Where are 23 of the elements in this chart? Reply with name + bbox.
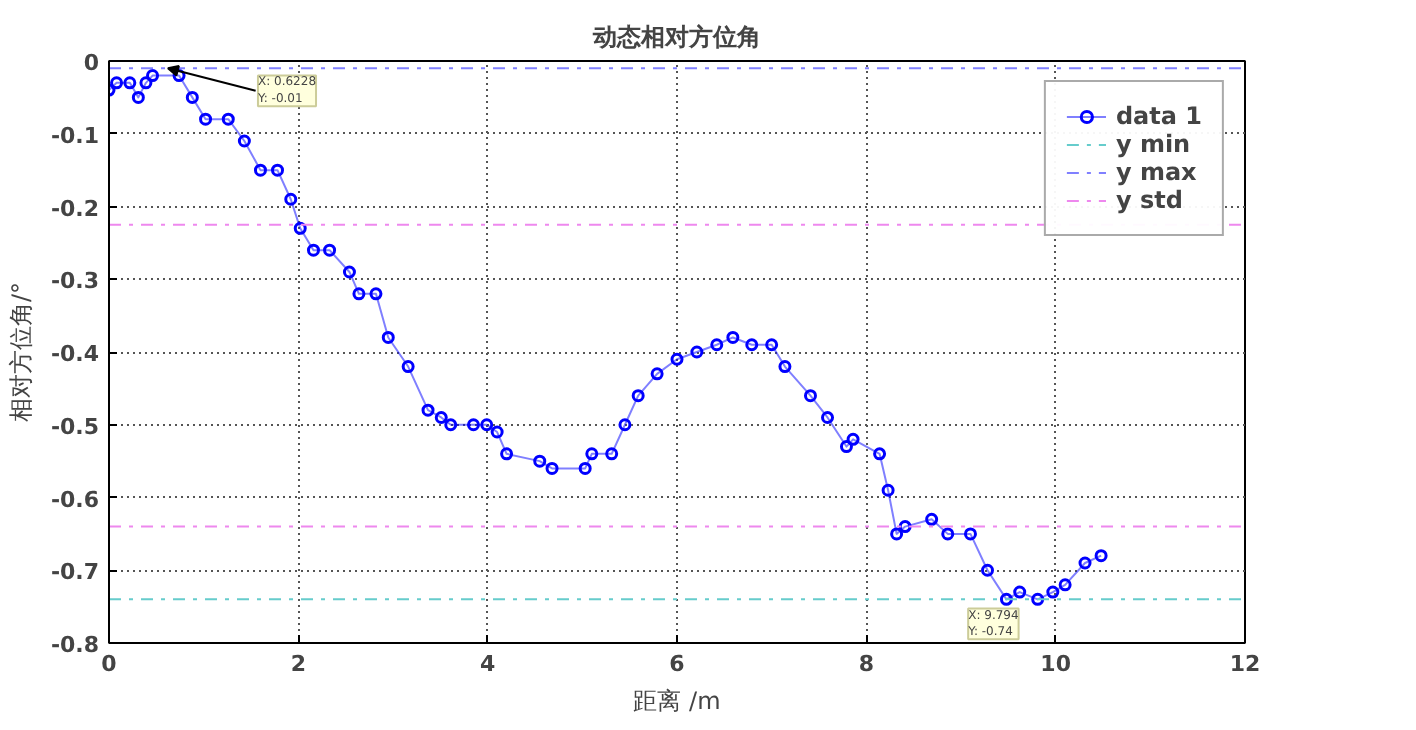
y-tick-label: -0.7 — [50, 559, 100, 586]
y-tick-label: -0.8 — [50, 632, 100, 658]
legend-label: y min — [1115, 130, 1191, 158]
y-tick-label: -0.5 — [50, 413, 100, 440]
legend-label: y std — [1115, 186, 1183, 214]
x-tick-label: 10 — [1040, 651, 1072, 677]
y-tick-label: -0.4 — [50, 341, 100, 367]
x-tick-label: 0 — [101, 651, 118, 677]
y-tick-label: -0.2 — [50, 195, 100, 222]
x-tick-label: 4 — [480, 651, 497, 677]
x-axis-title: 距离 /m — [633, 687, 721, 715]
x-tick-label: 2 — [290, 651, 306, 677]
chart-title: 动态相对方位角 — [591, 23, 761, 51]
legend-label: y max — [1115, 158, 1197, 186]
y-tick-label: -0.6 — [50, 486, 100, 513]
y-tick-label: -0.1 — [50, 122, 100, 149]
legend-label: data 1 — [1115, 102, 1202, 130]
x-tick-label: 12 — [1229, 651, 1261, 677]
x-tick-label: 8 — [858, 651, 874, 677]
y-axis-title: 相对方位角/° — [6, 281, 35, 423]
x-tick-label: 6 — [669, 651, 686, 677]
y-tick-label: 0 — [83, 50, 100, 76]
y-tick-label: -0.3 — [50, 268, 100, 295]
